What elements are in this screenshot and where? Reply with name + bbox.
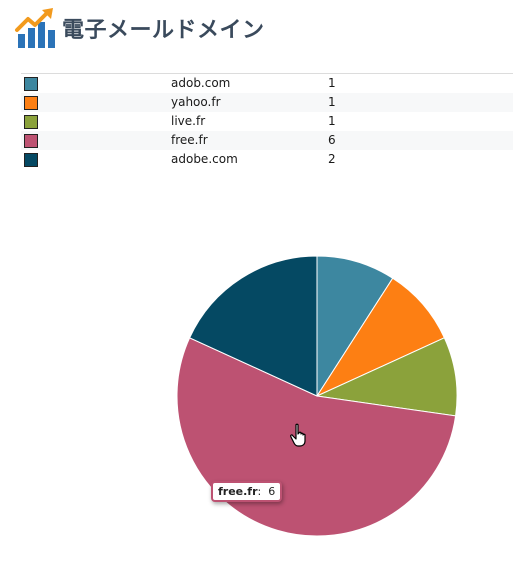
pie-slice-live-fr[interactable] xyxy=(315,337,458,417)
legend-row: live.fr 1 xyxy=(21,112,513,131)
legend-table: adob.com 1 yahoo.fr 1 live.fr 1 free.fr 6 adobe.… xyxy=(21,73,513,169)
pie-slice-adob-com[interactable] xyxy=(316,255,394,398)
legend-swatch xyxy=(24,115,38,129)
legend-row: adobe.com 2 xyxy=(21,150,513,169)
tooltip-label: free.fr xyxy=(218,485,258,498)
pie-slice-adobe-com[interactable] xyxy=(188,255,318,397)
legend-swatch xyxy=(24,77,38,91)
legend-label: free.fr xyxy=(171,133,208,147)
legend-count: 1 xyxy=(328,76,336,90)
pie-slice-yahoo-fr[interactable] xyxy=(315,277,446,398)
hand-pointer-icon xyxy=(290,423,306,447)
legend-count: 1 xyxy=(328,114,336,128)
legend-row: yahoo.fr 1 xyxy=(21,93,513,112)
legend-count: 6 xyxy=(328,133,336,147)
tooltip-value: 6 xyxy=(268,485,276,498)
legend-label: adob.com xyxy=(171,76,231,90)
legend-swatch xyxy=(24,153,38,167)
legend-swatch xyxy=(24,96,38,110)
legend-swatch xyxy=(24,134,38,148)
legend-label: adobe.com xyxy=(171,152,238,166)
legend-row: free.fr 6 xyxy=(21,131,513,150)
legend-count: 1 xyxy=(328,95,336,109)
page-title: 電子メールドメイン xyxy=(62,17,265,43)
legend-count: 2 xyxy=(328,152,336,166)
legend-label: yahoo.fr xyxy=(171,95,221,109)
legend-label: live.fr xyxy=(171,114,206,128)
chart-tooltip: free.fr: 6 xyxy=(211,481,283,502)
header: 電子メールドメイン xyxy=(14,6,265,50)
legend-row: adob.com 1 xyxy=(21,74,513,93)
bar-chart-trend-icon xyxy=(15,8,55,48)
